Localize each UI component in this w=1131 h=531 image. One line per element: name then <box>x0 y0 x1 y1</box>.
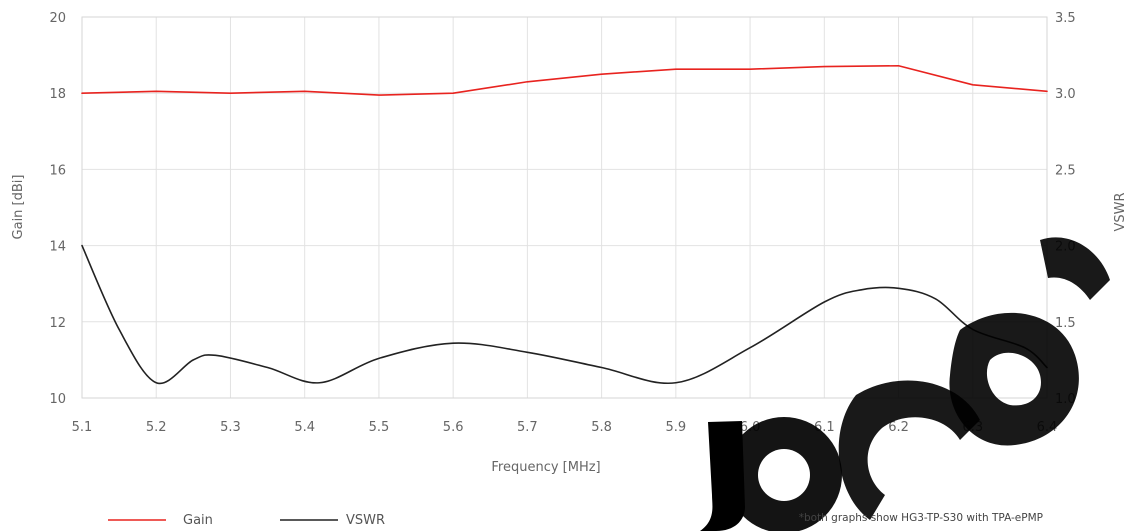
footnote: *both graphs show HG3-TP-S30 with TPA-eP… <box>799 512 1043 524</box>
grid <box>81 16 1048 399</box>
y-right-tick-label: 2.5 <box>1055 163 1076 178</box>
legend: Gain VSWR <box>108 513 385 528</box>
x-axis: 5.15.25.35.45.55.65.75.85.96.06.16.26.36… <box>72 420 1058 435</box>
series <box>81 64 1048 385</box>
x-tick-label: 5.8 <box>591 420 612 435</box>
legend-vswr-label: VSWR <box>346 513 385 528</box>
y-right-tick-label: 3.0 <box>1055 87 1076 102</box>
y-axis-right-title: VSWR <box>1113 192 1128 231</box>
x-tick-label: 5.1 <box>72 420 93 435</box>
x-tick-label: 6.2 <box>888 420 909 435</box>
y-axis-left-title: Gain [dBi] <box>11 175 26 240</box>
x-tick-label: 5.7 <box>517 420 538 435</box>
x-axis-title: Frequency [MHz] <box>491 460 600 475</box>
y-left-tick-label: 12 <box>49 316 66 331</box>
x-tick-label: 5.9 <box>666 420 687 435</box>
y-left-tick-label: 18 <box>49 87 66 102</box>
x-tick-label: 5.4 <box>294 420 315 435</box>
x-tick-label: 5.2 <box>146 420 167 435</box>
watermark <box>700 237 1110 531</box>
x-tick-label: 5.3 <box>220 420 241 435</box>
x-tick-label: 5.5 <box>369 420 390 435</box>
y-left-tick-label: 14 <box>49 240 66 255</box>
plot-frame <box>81 16 1048 399</box>
y-left-tick-label: 10 <box>49 392 66 407</box>
y-right-tick-label: 3.5 <box>1055 11 1076 26</box>
y-right-tick-label: 1.5 <box>1055 316 1076 331</box>
series-line-gain <box>81 64 1048 96</box>
left-y-axis: 10 12 14 16 18 20 <box>49 11 66 407</box>
y-left-tick-label: 16 <box>49 163 66 178</box>
x-tick-label: 5.6 <box>443 420 464 435</box>
legend-gain-label: Gain <box>183 513 213 528</box>
y-left-tick-label: 20 <box>49 11 66 26</box>
series-line-vswr <box>81 244 1048 385</box>
